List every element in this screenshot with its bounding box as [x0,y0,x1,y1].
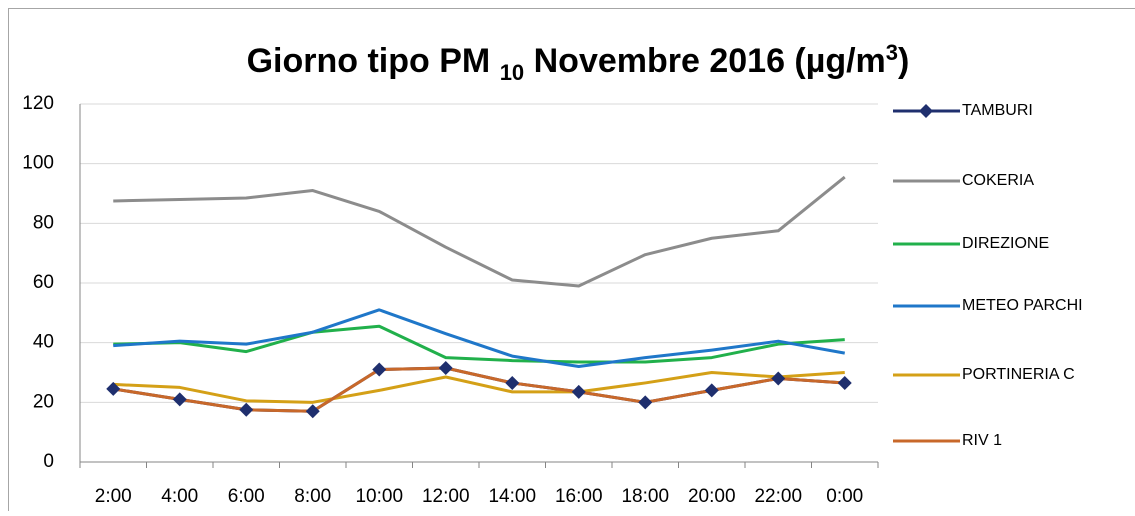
y-tick-label: 60 [33,272,54,293]
x-tick-label: 12:00 [422,486,470,507]
title-part: 3 [886,40,898,65]
x-tick-label: 20:00 [688,486,736,507]
chart-title: Giorno tipo PM 10 Novembre 2016 (µg/m3) [247,40,910,85]
x-tick-label: 18:00 [621,486,669,507]
x-tick-label: 10:00 [355,486,403,507]
title-part: Giorno tipo PM [247,42,500,80]
legend-label: METEO PARCHI [962,297,1083,314]
x-tick-label: 4:00 [161,486,198,507]
x-tick-label: 0:00 [826,486,863,507]
legend-label: RIV 1 [962,432,1002,449]
y-tick-label: 0 [43,451,54,472]
y-tick-label: 40 [33,332,54,353]
legend-label: COKERIA [962,172,1034,189]
y-tick-label: 80 [33,212,54,233]
legend-label: TAMBURI [962,102,1033,119]
y-tick-label: 100 [22,153,54,174]
x-tick-label: 2:00 [95,486,132,507]
x-tick-label: 8:00 [294,486,331,507]
legend-label: PORTINERIA C [962,366,1075,383]
x-tick-label: 22:00 [754,486,802,507]
y-tick-label: 120 [22,93,54,114]
title-part: 10 [500,60,524,85]
legend-label: DIREZIONE [962,235,1049,252]
x-tick-label: 14:00 [488,486,536,507]
title-part: ) [898,42,909,80]
title-part: Novembre 2016 (µg/m [524,42,886,80]
x-tick-label: 6:00 [228,486,265,507]
y-tick-label: 20 [33,391,54,412]
x-tick-label: 16:00 [555,486,603,507]
